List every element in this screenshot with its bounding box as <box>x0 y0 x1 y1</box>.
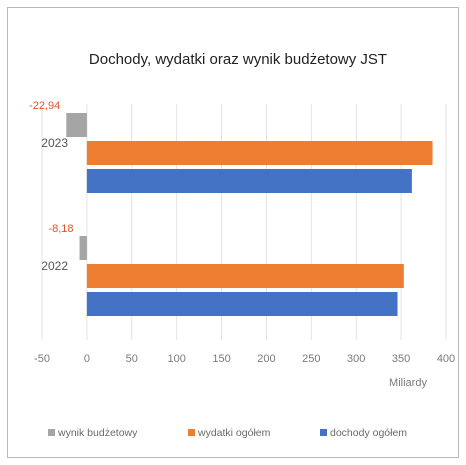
category-label-2022: 2022 <box>41 259 68 273</box>
chart-frame <box>7 7 459 458</box>
bar-wydatki-ogółem-2023 <box>86 141 433 165</box>
data-label: -22,94 <box>29 100 60 112</box>
x-axis-label: Miliardy <box>389 377 427 389</box>
bar-wynik-budżetowy-2022 <box>79 236 87 260</box>
x-tick-label: 100 <box>167 353 185 365</box>
x-tick-label: 200 <box>257 353 275 365</box>
bar-dochody-ogółem-2023 <box>86 169 412 193</box>
legend-label-0: wynik budżetowy <box>57 427 138 439</box>
x-tick-label: -50 <box>34 353 50 365</box>
chart-title: Dochody, wydatki oraz wynik budżetowy JS… <box>89 51 387 68</box>
bar-dochody-ogółem-2022 <box>86 292 398 316</box>
bars: -22,94 -8,18 <box>29 100 433 316</box>
x-tick-labels: -50 0 50 100 150 200 250 300 350 400 <box>34 353 455 365</box>
category-label-2023: 2023 <box>41 136 68 150</box>
x-tick-label: 0 <box>84 353 90 365</box>
data-label: -8,18 <box>48 223 73 235</box>
x-tick-label: 300 <box>347 353 365 365</box>
x-tick-label: 350 <box>392 353 410 365</box>
legend: wynik budżetowy wydatki ogółem dochody ogó… <box>48 427 407 439</box>
x-tick-label: 50 <box>126 353 138 365</box>
category-labels: 2023 2022 <box>41 136 68 273</box>
legend-label-2: dochody ogółem <box>330 427 407 439</box>
legend-swatch-2 <box>320 429 327 436</box>
x-tick-label: 400 <box>437 353 455 365</box>
legend-swatch-0 <box>48 429 55 436</box>
x-tick-label: 150 <box>212 353 230 365</box>
legend-label-1: wydatki ogółem <box>197 427 271 439</box>
legend-swatch-1 <box>188 429 195 436</box>
bar-wynik-budżetowy-2023 <box>66 113 87 137</box>
x-tick-label: 250 <box>302 353 320 365</box>
bar-wydatki-ogółem-2022 <box>86 264 404 288</box>
